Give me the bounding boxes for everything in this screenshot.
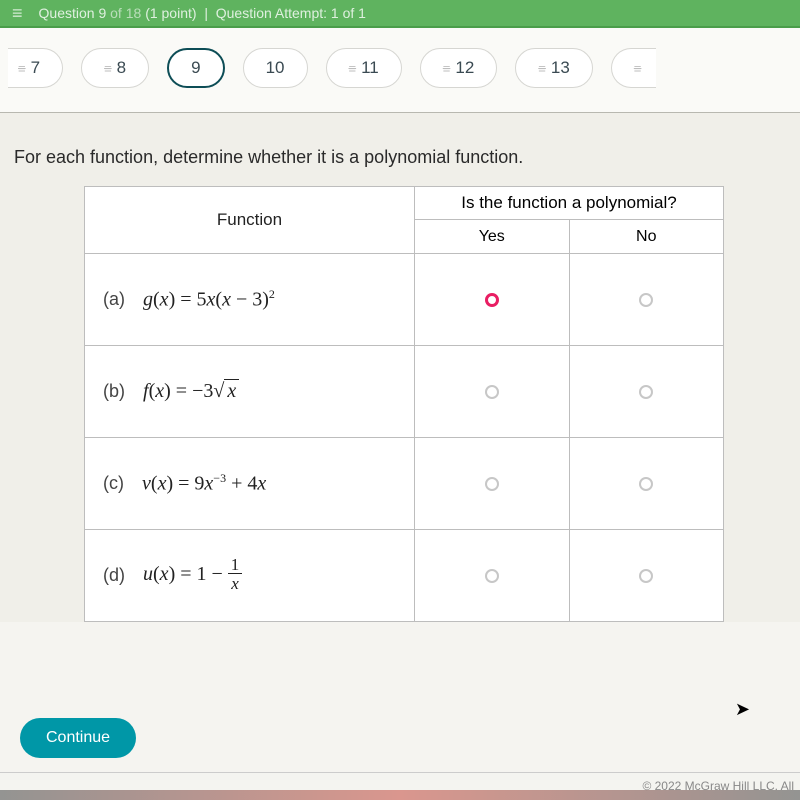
- question-content: For each function, determine whether it …: [0, 113, 800, 622]
- quiz-header-bar: ≡ Question 9 of 18 (1 point) | Question …: [0, 0, 800, 28]
- dock-strip: [0, 790, 800, 800]
- nav-pill-11[interactable]: ≡11: [326, 48, 402, 88]
- question-prompt: For each function, determine whether it …: [14, 147, 788, 168]
- radio-d-yes[interactable]: [485, 569, 499, 583]
- cursor-icon: ➤: [735, 699, 750, 720]
- menu-icon[interactable]: ≡: [12, 3, 23, 24]
- no-header: No: [569, 220, 724, 253]
- table-header-row: Function Is the function a polynomial? Y…: [85, 187, 723, 253]
- question-indicator: Question 9 of 18 (1 point) | Question At…: [39, 5, 366, 21]
- row-label: (c): [103, 473, 124, 494]
- function-c: v(x) = 9x−3 + 4x: [142, 471, 266, 496]
- row-label: (a): [103, 289, 125, 310]
- question-nav: ≡7 ≡8 9 10 ≡11 ≡12 ≡13 ≡: [0, 28, 800, 113]
- table-row: (a) g(x) = 5x(x − 3)2: [85, 253, 723, 345]
- nav-pill-next[interactable]: ≡: [611, 48, 657, 88]
- table-row: (d) u(x) = 1 − 1x: [85, 529, 723, 621]
- radio-b-no[interactable]: [639, 385, 653, 399]
- nav-pill-8[interactable]: ≡8: [81, 48, 149, 88]
- polynomial-header: Is the function a polynomial?: [415, 187, 723, 220]
- table-row: (c) v(x) = 9x−3 + 4x: [85, 437, 723, 529]
- function-d: u(x) = 1 − 1x: [143, 556, 242, 594]
- radio-a-yes[interactable]: [485, 293, 499, 307]
- nav-pill-12[interactable]: ≡12: [420, 48, 498, 88]
- function-header: Function: [85, 187, 415, 253]
- radio-d-no[interactable]: [639, 569, 653, 583]
- table-row: (b) f(x) = −3√x: [85, 345, 723, 437]
- row-label: (b): [103, 381, 125, 402]
- function-b: f(x) = −3√x: [143, 380, 239, 403]
- nav-pill-7[interactable]: ≡7: [8, 48, 63, 88]
- nav-pill-10[interactable]: 10: [243, 48, 308, 88]
- radio-c-yes[interactable]: [485, 477, 499, 491]
- polynomial-table: Function Is the function a polynomial? Y…: [84, 186, 724, 622]
- radio-c-no[interactable]: [639, 477, 653, 491]
- row-label: (d): [103, 565, 125, 586]
- continue-button[interactable]: Continue: [20, 718, 136, 758]
- radio-a-no[interactable]: [639, 293, 653, 307]
- nav-pill-9[interactable]: 9: [167, 48, 224, 88]
- radio-b-yes[interactable]: [485, 385, 499, 399]
- yes-header: Yes: [415, 220, 569, 253]
- function-a: g(x) = 5x(x − 3)2: [143, 287, 275, 312]
- nav-pill-13[interactable]: ≡13: [515, 48, 593, 88]
